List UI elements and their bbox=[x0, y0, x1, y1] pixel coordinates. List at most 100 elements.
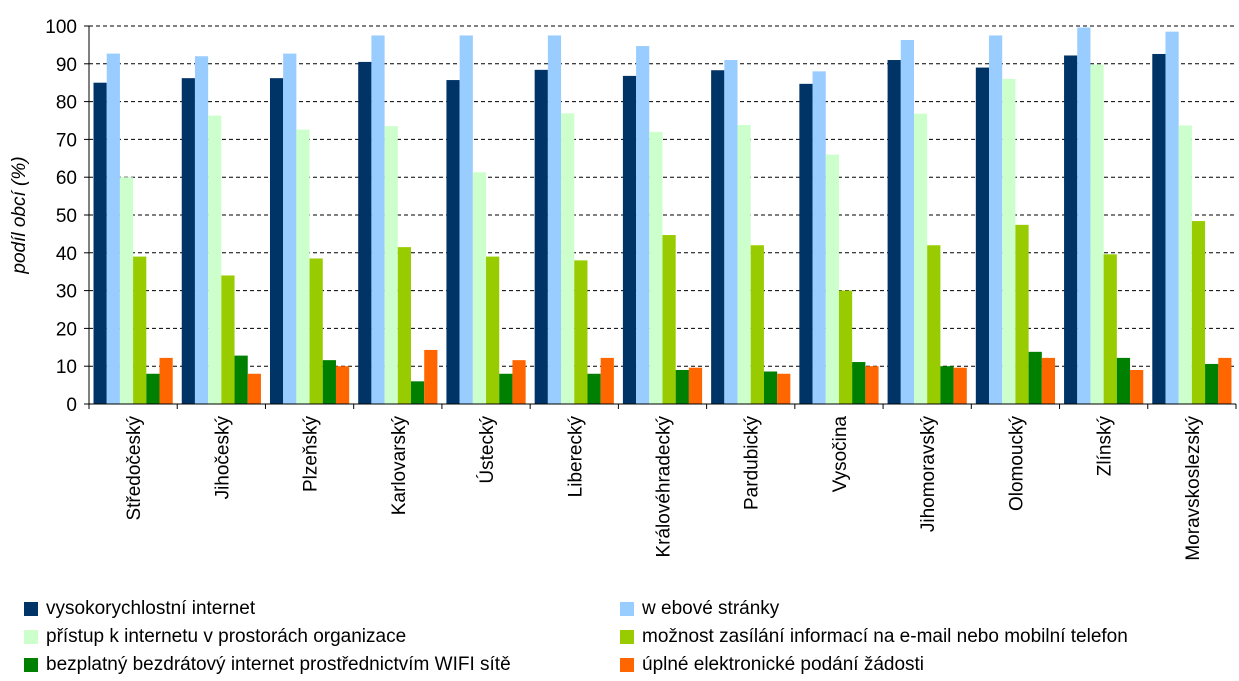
bar bbox=[561, 113, 575, 405]
x-tick-label: Liberecký bbox=[565, 416, 586, 498]
y-tick-label: 60 bbox=[56, 168, 77, 189]
bar bbox=[547, 35, 562, 404]
bar bbox=[446, 80, 460, 404]
bar bbox=[812, 71, 826, 405]
bar bbox=[1116, 357, 1131, 404]
y-tick-label: 50 bbox=[56, 206, 77, 227]
bar bbox=[424, 349, 438, 404]
bar bbox=[750, 245, 764, 404]
bar bbox=[763, 371, 778, 404]
legend-label: bezplatný bezdrátový internet prostředni… bbox=[46, 654, 511, 675]
bar bbox=[397, 247, 412, 404]
bar bbox=[322, 360, 336, 404]
x-tick-label: Plzeňský bbox=[301, 416, 322, 493]
bar bbox=[296, 129, 310, 404]
legend-swatch bbox=[24, 658, 38, 672]
chart-legend: vysokorychlostní internet w ebové stránky… bbox=[24, 596, 1234, 680]
bar bbox=[384, 126, 398, 405]
y-tick-label: 0 bbox=[66, 395, 77, 416]
legend-item: bezplatný bezdrátový internet prostředni… bbox=[24, 652, 511, 678]
x-tick-label: Ústecký bbox=[476, 416, 498, 484]
bar bbox=[887, 60, 901, 405]
bar bbox=[1090, 64, 1104, 404]
bar bbox=[1152, 53, 1166, 405]
legend-item: přístup k internetu v prostorách organiz… bbox=[24, 624, 406, 650]
bar bbox=[688, 367, 703, 404]
bar bbox=[799, 83, 813, 405]
bar bbox=[675, 369, 689, 404]
bar bbox=[309, 258, 323, 404]
legend-item: možnost zasílání informací na e-mail neb… bbox=[620, 624, 1128, 650]
bar bbox=[587, 373, 601, 404]
bar bbox=[622, 75, 637, 405]
bar bbox=[499, 373, 513, 404]
y-tick-label: 90 bbox=[56, 55, 77, 76]
bar bbox=[411, 381, 425, 404]
x-tick-label: Vysočina bbox=[830, 416, 851, 493]
x-tick-label: Královéhradecký bbox=[654, 416, 675, 558]
bar bbox=[1028, 351, 1042, 404]
bar bbox=[900, 39, 914, 405]
bar bbox=[865, 366, 879, 404]
x-tick-label: Pardubický bbox=[742, 416, 763, 510]
legend-item: w ebové stránky bbox=[620, 596, 779, 622]
bar bbox=[93, 82, 107, 404]
bar bbox=[146, 373, 160, 404]
y-tick-label: 70 bbox=[56, 130, 77, 151]
bar bbox=[649, 131, 663, 404]
bar bbox=[221, 275, 235, 404]
bar bbox=[1064, 55, 1078, 404]
y-tick-label: 10 bbox=[56, 357, 77, 378]
bar bbox=[512, 360, 526, 404]
legend-item: úplné elektronické podání žádosti bbox=[620, 652, 924, 678]
legend-swatch bbox=[620, 630, 634, 644]
y-axis-title: podíl obcí (%) bbox=[9, 156, 30, 274]
bar bbox=[247, 373, 261, 404]
y-tick-label: 80 bbox=[56, 93, 77, 114]
legend-label: vysokorychlostní internet bbox=[46, 598, 256, 619]
bar bbox=[636, 46, 650, 405]
bar bbox=[534, 69, 548, 405]
bar bbox=[459, 35, 473, 404]
legend-item: vysokorychlostní internet bbox=[24, 596, 255, 622]
bar bbox=[1165, 31, 1179, 404]
x-tick-label: Středočeský bbox=[124, 416, 145, 521]
x-tick-label: Karlovarský bbox=[389, 416, 410, 516]
bar bbox=[852, 362, 866, 404]
x-tick-label: Olomoucký bbox=[1006, 416, 1027, 512]
bar bbox=[574, 260, 588, 404]
bar bbox=[371, 35, 385, 404]
bar bbox=[234, 355, 248, 404]
bar bbox=[711, 70, 725, 404]
bar bbox=[777, 373, 791, 404]
bar bbox=[358, 61, 372, 404]
bar bbox=[119, 177, 134, 404]
bar bbox=[1205, 363, 1219, 404]
bar bbox=[133, 256, 147, 404]
bar bbox=[181, 78, 195, 404]
bar bbox=[940, 366, 954, 404]
bar-chart: 0 10 20 30 40 50 60 70 80 90 100 podíl obcí (%) Stře… bbox=[9, 17, 1237, 561]
bar bbox=[953, 367, 967, 404]
y-tick-label: 40 bbox=[56, 244, 77, 265]
bar bbox=[159, 357, 173, 404]
legend-swatch bbox=[24, 630, 38, 644]
bar bbox=[927, 245, 941, 404]
bar bbox=[472, 172, 487, 404]
x-tick-label: Jihočeský bbox=[212, 416, 233, 500]
bar bbox=[269, 78, 284, 404]
x-tick-label: Jihomoravský bbox=[918, 416, 939, 533]
bar bbox=[838, 290, 853, 404]
bar bbox=[283, 53, 297, 405]
bar bbox=[1041, 357, 1056, 404]
bar bbox=[724, 60, 738, 405]
legend-label: možnost zasílání informací na e-mail neb… bbox=[642, 626, 1128, 647]
bar bbox=[335, 366, 350, 404]
chart-area: 0 10 20 30 40 50 60 70 80 90 100 podíl obcí (%) Stře… bbox=[9, 17, 1237, 561]
legend-label: přístup k internetu v prostorách organiz… bbox=[46, 626, 407, 647]
bar bbox=[1130, 369, 1144, 404]
bar bbox=[1103, 254, 1117, 404]
legend-label: w ebové stránky bbox=[642, 598, 780, 619]
bar bbox=[208, 115, 222, 404]
bar bbox=[662, 235, 676, 404]
